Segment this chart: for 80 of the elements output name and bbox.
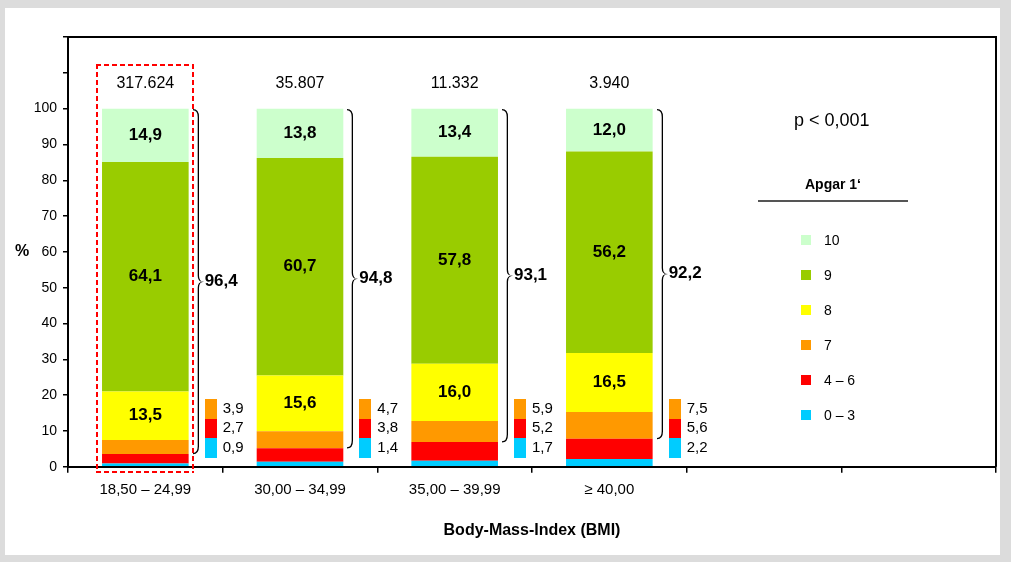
data-label: 13,8	[283, 123, 317, 143]
legend-title: Apgar 1‘	[804, 176, 862, 192]
data-label: 14,9	[128, 125, 162, 144]
data-label: 15,6	[283, 393, 317, 413]
annotation: p < 0,001	[793, 109, 870, 130]
annotation: 11.332	[430, 74, 479, 92]
y-tick-label: 100	[33, 99, 58, 116]
y-tick-label: 40	[41, 314, 58, 331]
bar	[256, 158, 344, 376]
bar	[102, 162, 189, 392]
bar	[566, 438, 653, 459]
x-axis-title: Body-Mass-Index (BMI)	[443, 520, 621, 538]
bar	[102, 439, 189, 454]
legend-label: 7	[824, 336, 832, 353]
data-label: 64,1	[128, 266, 162, 286]
bar	[411, 420, 498, 443]
annotation: 3,8	[377, 418, 399, 436]
bar	[411, 442, 498, 461]
legend-label: 9	[824, 266, 832, 283]
legend-label: 0 – 3	[824, 406, 856, 423]
bar	[256, 448, 344, 462]
bar	[566, 151, 653, 353]
x-tick-label: ≥ 40,00	[584, 479, 635, 497]
annotation: 2,7	[222, 418, 244, 436]
data-label: 60,7	[283, 256, 317, 276]
bar	[411, 363, 498, 421]
annotation: 1,7	[531, 437, 553, 455]
bar	[102, 453, 189, 464]
bar	[256, 461, 344, 467]
annotation: 35.807	[275, 74, 325, 92]
annotation: 3,9	[222, 398, 244, 416]
data-label: 12,0	[592, 119, 626, 139]
annotation: 94,8	[359, 268, 393, 288]
annotation: 1,4	[377, 437, 399, 455]
annotation: 5,6	[686, 418, 708, 436]
annotation: 96,4	[204, 270, 239, 290]
legend-label: 8	[824, 301, 832, 318]
bar	[102, 108, 189, 162]
bar	[256, 431, 344, 449]
data-label: 16,0	[438, 381, 472, 401]
annotation: 5,9	[531, 398, 553, 416]
x-tick-label: 30,00 – 34,99	[254, 479, 346, 497]
y-tick-label: 80	[41, 171, 58, 188]
y-tick-label: 0	[49, 457, 58, 474]
annotation: 2,2	[686, 437, 708, 455]
data-label: 56,2	[592, 241, 626, 261]
bar	[566, 108, 653, 152]
annotation: 3.940	[589, 74, 630, 92]
x-tick-label: 18,50 – 24,99	[99, 479, 192, 497]
bar	[256, 375, 344, 432]
annotation: 0,9	[222, 437, 244, 455]
y-tick-label: 90	[41, 135, 58, 152]
bar	[566, 458, 653, 467]
annotation: 5,2	[531, 418, 553, 436]
annotation: 7,5	[686, 398, 708, 416]
y-tick-label: 10	[41, 421, 58, 438]
y-axis-title: %	[14, 242, 30, 260]
bar	[411, 156, 498, 364]
bar	[566, 412, 653, 439]
y-tick-label: 70	[41, 206, 58, 223]
annotation: 93,1	[513, 265, 548, 285]
y-tick-label: 30	[41, 350, 58, 367]
bar	[566, 352, 653, 412]
bar	[411, 460, 498, 467]
y-tick-label: 60	[41, 242, 58, 259]
annotation: 4,7	[377, 398, 399, 416]
bar	[256, 108, 344, 159]
bar	[102, 391, 189, 440]
bar	[411, 108, 498, 157]
y-tick-label: 20	[41, 386, 58, 403]
y-tick-label: 50	[41, 278, 58, 295]
annotation: 317.624	[116, 74, 175, 92]
data-label: 13,4	[438, 122, 472, 142]
data-label: 16,5	[592, 372, 626, 392]
legend-label: 10	[824, 231, 840, 248]
legend-label: 4 – 6	[824, 371, 856, 388]
data-label: 13,5	[128, 405, 162, 425]
x-tick-label: 35,00 – 39,99	[408, 479, 501, 497]
annotation: 92,2	[668, 263, 702, 283]
data-label: 57,8	[438, 249, 472, 269]
